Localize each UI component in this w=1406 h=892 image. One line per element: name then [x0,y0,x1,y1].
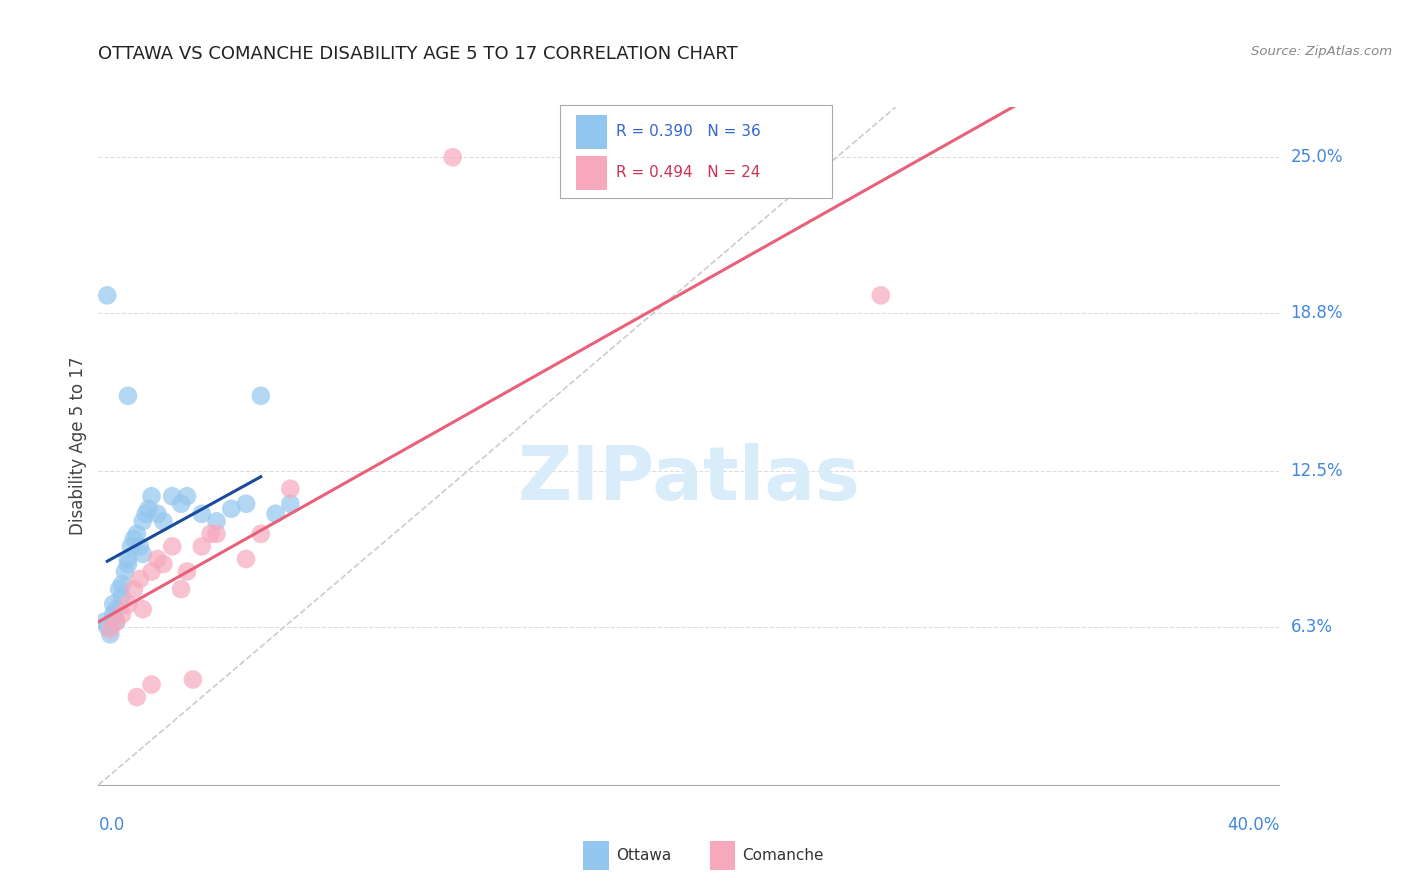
Text: Ottawa: Ottawa [616,848,671,863]
Point [96,620,118,634]
Text: OTTAWA VS COMANCHE DISABILITY AGE 5 TO 17 CORRELATION CHART: OTTAWA VS COMANCHE DISABILITY AGE 5 TO 1… [98,45,738,62]
Point [146,507,169,521]
Point [132,514,155,528]
Point [98,627,121,641]
Point [105,615,128,629]
Text: R = 0.390   N = 36: R = 0.390 N = 36 [616,124,761,138]
Point [108,582,131,596]
Point [141,489,163,503]
Text: R = 0.494   N = 24: R = 0.494 N = 24 [616,165,761,179]
Point [280,482,302,496]
Point [105,615,128,629]
Point [250,527,273,541]
Text: 40.0%: 40.0% [1227,815,1279,833]
Text: 18.8%: 18.8% [1291,304,1343,322]
Point [162,489,183,503]
Text: Comanche: Comanche [742,848,824,863]
Point [103,597,125,611]
Text: 0.0: 0.0 [98,815,125,833]
Point [122,582,145,596]
Text: ZIPatlas: ZIPatlas [517,443,860,516]
Point [162,540,183,554]
Point [138,501,160,516]
Point [141,677,163,691]
Point [141,565,163,579]
Point [132,602,155,616]
Y-axis label: Disability Age 5 to 17: Disability Age 5 to 17 [69,357,87,535]
Point [111,577,134,591]
Point [105,602,128,616]
Point [191,507,214,521]
Point [117,597,139,611]
Point [128,572,150,586]
Point [235,497,257,511]
Point [181,673,204,687]
Point [264,507,287,521]
Point [117,389,139,403]
Point [200,527,222,541]
Point [103,607,125,622]
Text: 6.3%: 6.3% [1291,618,1333,636]
Point [117,552,139,566]
Point [93,615,115,629]
Point [176,489,198,503]
Point [128,540,150,554]
Point [96,288,118,302]
Point [170,497,193,511]
Point [120,540,142,554]
Point [221,501,243,516]
Point [117,557,139,571]
Point [870,288,893,302]
Point [114,565,136,579]
Point [152,514,174,528]
Point [152,557,174,571]
Text: Source: ZipAtlas.com: Source: ZipAtlas.com [1251,45,1392,58]
Point [191,540,214,554]
Point [98,622,121,636]
Point [235,552,257,566]
Text: 25.0%: 25.0% [1291,148,1343,166]
Text: 12.5%: 12.5% [1291,462,1343,480]
Point [280,497,302,511]
Point [135,507,157,521]
Point [205,527,228,541]
Point [111,590,134,604]
Point [441,150,464,164]
Point [176,565,198,579]
Point [170,582,193,596]
Point [125,690,148,704]
Point [125,527,148,541]
Point [250,389,273,403]
Point [111,607,134,622]
Point [132,547,155,561]
Point [205,514,228,528]
Point [122,532,145,546]
Point [146,552,169,566]
